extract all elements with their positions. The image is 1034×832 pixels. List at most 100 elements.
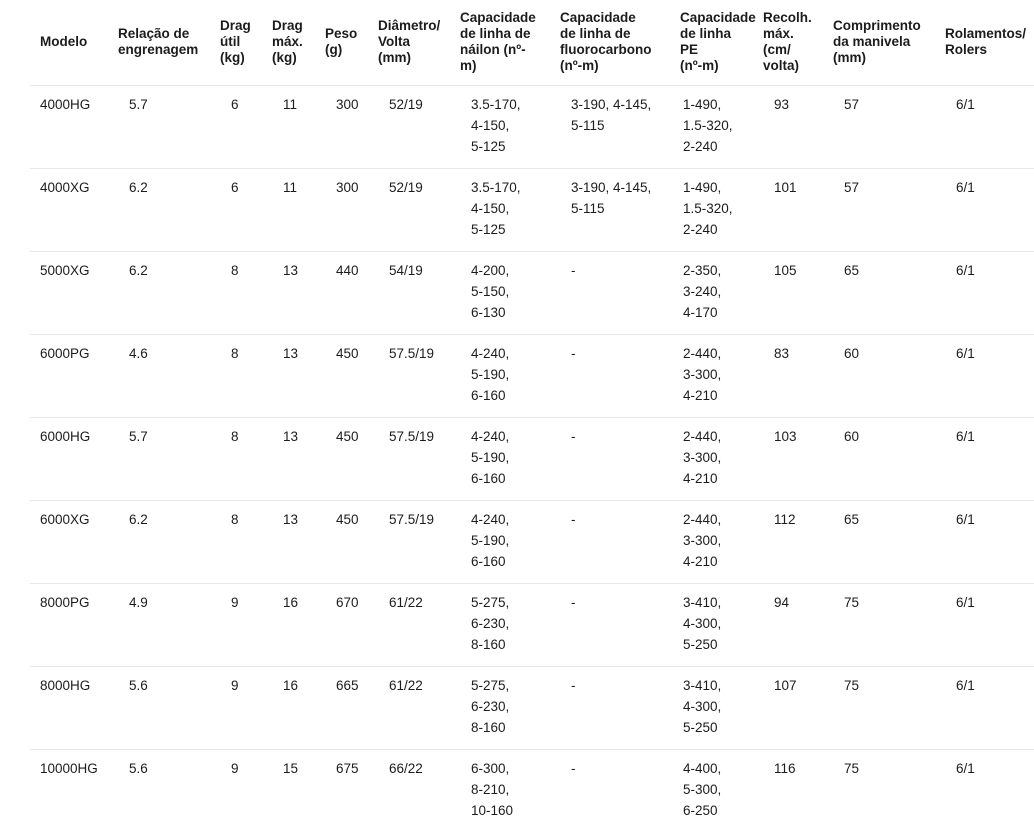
cell-linha-nailon: 4-240, 5-190, 6-160 <box>450 333 550 417</box>
cell-drag-max: 13 <box>262 250 315 334</box>
column-header-drag-max: Drag máx. (kg) <box>272 18 303 66</box>
cell-gear-ratio: 5.6 <box>108 748 210 832</box>
cell-linha-nailon: 5-275, 6-230, 8-160 <box>450 582 550 666</box>
cell-linha-nailon: 5-275, 6-230, 8-160 <box>450 665 550 749</box>
cell-linha-pe: 2-440, 3-300, 4-210 <box>670 333 753 417</box>
cell-peso: 450 <box>315 333 368 417</box>
cell-gear-ratio: 4.9 <box>108 582 210 666</box>
cell-drag-max: 11 <box>262 84 315 168</box>
cell-diametro-volta: 61/22 <box>368 665 450 749</box>
cell-recolhimento-max: 116 <box>753 748 823 832</box>
cell-comprimento-manivela: 75 <box>823 665 935 749</box>
cell-modelo: 8000HG <box>30 665 108 749</box>
cell-linha-pe: 1-490, 1.5-320, 2-240 <box>670 84 753 168</box>
cell-rolamentos: 6/1 <box>935 333 1034 417</box>
cell-recolhimento-max: 83 <box>753 333 823 417</box>
cell-linha-nailon: 4-240, 5-190, 6-160 <box>450 499 550 583</box>
cell-drag-util: 9 <box>210 582 262 666</box>
column-header-peso: Peso (g) <box>325 26 358 58</box>
cell-recolhimento-max: 112 <box>753 499 823 583</box>
cell-drag-util: 8 <box>210 499 262 583</box>
cell-linha-fluorocarbono: - <box>550 499 670 583</box>
cell-gear-ratio: 5.7 <box>108 416 210 500</box>
cell-gear-ratio: 6.2 <box>108 167 210 251</box>
cell-rolamentos: 6/1 <box>935 167 1034 251</box>
cell-peso: 300 <box>315 84 368 168</box>
cell-peso: 440 <box>315 250 368 334</box>
column-header-linha-fluorocarbono: Capacidade de linha de fluorocarbono (nº… <box>560 10 652 74</box>
table-row: 4000HG 5.7 6 11 300 52/19 3.5-170, 4-150, 5-12… <box>30 84 1034 168</box>
cell-drag-util: 8 <box>210 333 262 417</box>
cell-modelo: 10000HG <box>30 748 108 832</box>
column-header-linha-nailon: Capacidade de linha de náilon (nº- m) <box>460 10 536 74</box>
cell-linha-fluorocarbono: - <box>550 333 670 417</box>
cell-recolhimento-max: 105 <box>753 250 823 334</box>
cell-modelo: 4000HG <box>30 84 108 168</box>
cell-linha-pe: 2-440, 3-300, 4-210 <box>670 499 753 583</box>
cell-comprimento-manivela: 60 <box>823 416 935 500</box>
column-header-comprimento-manivela: Comprimento da manivela (mm) <box>833 18 921 66</box>
cell-linha-nailon: 4-200, 5-150, 6-130 <box>450 250 550 334</box>
table-row: 10000HG 5.6 9 15 675 66/22 6-300, 8-210, 10-16… <box>30 748 1034 832</box>
cell-rolamentos: 6/1 <box>935 665 1034 749</box>
cell-linha-pe: 2-440, 3-300, 4-210 <box>670 416 753 500</box>
cell-peso: 450 <box>315 416 368 500</box>
column-header-rolamentos: Rolamentos/ Rolers <box>945 26 1027 58</box>
cell-rolamentos: 6/1 <box>935 499 1034 583</box>
cell-recolhimento-max: 93 <box>753 84 823 168</box>
table-row: 8000PG 4.9 9 16 670 61/22 5-275, 6-230, 8-160-… <box>30 582 1034 666</box>
table-row: 8000HG 5.6 9 16 665 61/22 5-275, 6-230, 8-160-… <box>30 665 1034 749</box>
table-row: 6000XG 6.2 8 13 450 57.5/19 4-240, 5-190, 6-16… <box>30 499 1034 583</box>
cell-rolamentos: 6/1 <box>935 582 1034 666</box>
cell-linha-fluorocarbono: - <box>550 748 670 832</box>
cell-drag-util: 6 <box>210 84 262 168</box>
table-row: 4000XG 6.2 6 11 300 52/19 3.5-170, 4-150, 5-12… <box>30 167 1034 251</box>
cell-comprimento-manivela: 75 <box>823 748 935 832</box>
cell-drag-max: 11 <box>262 167 315 251</box>
cell-linha-fluorocarbono: 3-190, 4-145, 5-115 <box>550 84 670 168</box>
cell-drag-util: 8 <box>210 250 262 334</box>
cell-diametro-volta: 57.5/19 <box>368 416 450 500</box>
cell-diametro-volta: 57.5/19 <box>368 499 450 583</box>
cell-recolhimento-max: 107 <box>753 665 823 749</box>
cell-rolamentos: 6/1 <box>935 250 1034 334</box>
cell-linha-pe: 3-410, 4-300, 5-250 <box>670 582 753 666</box>
cell-linha-pe: 1-490, 1.5-320, 2-240 <box>670 167 753 251</box>
cell-modelo: 6000XG <box>30 499 108 583</box>
cell-drag-util: 9 <box>210 665 262 749</box>
cell-rolamentos: 6/1 <box>935 416 1034 500</box>
cell-drag-max: 16 <box>262 665 315 749</box>
cell-drag-util: 8 <box>210 416 262 500</box>
cell-modelo: 4000XG <box>30 167 108 251</box>
cell-comprimento-manivela: 57 <box>823 167 935 251</box>
cell-diametro-volta: 57.5/19 <box>368 333 450 417</box>
cell-diametro-volta: 52/19 <box>368 84 450 168</box>
cell-drag-util: 6 <box>210 167 262 251</box>
specs-table-head: Modelo Relação de engrenagem Drag útil (kg… <box>30 0 1034 85</box>
cell-gear-ratio: 6.2 <box>108 499 210 583</box>
cell-diametro-volta: 52/19 <box>368 167 450 251</box>
cell-rolamentos: 6/1 <box>935 748 1034 832</box>
cell-comprimento-manivela: 65 <box>823 250 935 334</box>
cell-peso: 665 <box>315 665 368 749</box>
cell-recolhimento-max: 101 <box>753 167 823 251</box>
cell-recolhimento-max: 94 <box>753 582 823 666</box>
cell-drag-max: 13 <box>262 416 315 500</box>
cell-modelo: 6000PG <box>30 333 108 417</box>
column-header-drag-util: Drag útil (kg) <box>220 18 251 66</box>
cell-modelo: 8000PG <box>30 582 108 666</box>
cell-peso: 300 <box>315 167 368 251</box>
cell-comprimento-manivela: 60 <box>823 333 935 417</box>
cell-linha-nailon: 6-300, 8-210, 10-160 <box>450 748 550 832</box>
cell-linha-pe: 4-400, 5-300, 6-250 <box>670 748 753 832</box>
cell-peso: 670 <box>315 582 368 666</box>
table-row: 6000PG 4.6 8 13 450 57.5/19 4-240, 5-190, 6-16… <box>30 333 1034 417</box>
cell-modelo: 5000XG <box>30 250 108 334</box>
cell-gear-ratio: 6.2 <box>108 250 210 334</box>
cell-linha-pe: 3-410, 4-300, 5-250 <box>670 665 753 749</box>
cell-drag-util: 9 <box>210 748 262 832</box>
cell-drag-max: 13 <box>262 333 315 417</box>
cell-gear-ratio: 4.6 <box>108 333 210 417</box>
cell-linha-fluorocarbono: - <box>550 250 670 334</box>
